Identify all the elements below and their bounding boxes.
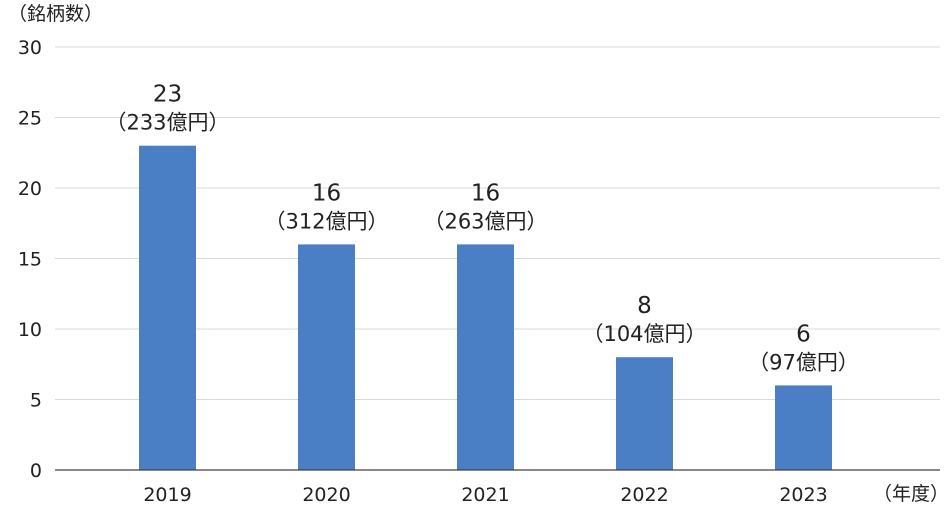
data-label-amount-2019: （233億円） xyxy=(105,111,229,135)
y-tick-label-30: 30 xyxy=(18,37,42,59)
data-label-value-2020: 16 xyxy=(312,180,341,206)
x-tick-label-2020: 2020 xyxy=(302,484,350,506)
data-label-amount-2022: （104億円） xyxy=(582,322,706,346)
x-tick-label-2022: 2022 xyxy=(620,484,668,506)
bar-2021 xyxy=(457,244,514,470)
bar-2020 xyxy=(298,244,355,470)
data-label-value-2022: 8 xyxy=(637,293,652,319)
data-label-amount-2020: （312億円） xyxy=(264,209,388,233)
y-tick-label-10: 10 xyxy=(18,319,42,341)
data-label-value-2021: 16 xyxy=(471,180,500,206)
x-axis-label: （年度） xyxy=(873,483,949,505)
bar-2023 xyxy=(775,385,832,470)
x-tick-label-2021: 2021 xyxy=(461,484,509,506)
y-axis-label: （銘柄数） xyxy=(8,3,103,25)
data-label-value-2019: 23 xyxy=(153,82,182,108)
y-tick-label-20: 20 xyxy=(18,178,42,200)
y-tick-label-15: 15 xyxy=(18,249,42,271)
bars xyxy=(139,145,832,470)
data-label-amount-2021: （263億円） xyxy=(423,209,547,233)
x-tick-label-2023: 2023 xyxy=(779,484,827,506)
bar-2022 xyxy=(616,357,673,470)
data-label-amount-2023: （97億円） xyxy=(748,350,859,374)
y-tick-label-5: 5 xyxy=(30,390,42,412)
bar-2019 xyxy=(139,145,196,470)
y-tick-label-0: 0 xyxy=(30,460,42,482)
y-tick-label-25: 25 xyxy=(18,108,42,130)
axes: 0 5 10 15 20 25 30 2019 2020 2021 2022 2023 xyxy=(18,37,940,506)
data-label-value-2023: 6 xyxy=(796,321,811,347)
x-tick-label-2019: 2019 xyxy=(143,484,191,506)
data-labels: 23 （233億円） 16 （312億円） 16 （263億円） 8 （104億円） 6 （97億… xyxy=(105,82,858,375)
